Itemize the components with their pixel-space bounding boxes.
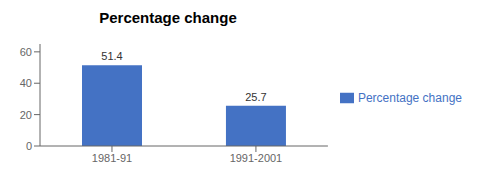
svg-text:0: 0	[26, 140, 32, 152]
svg-text:51.4: 51.4	[101, 50, 122, 62]
html-text:Percentage change: Percentage change	[99, 9, 237, 26]
svg-text:1991-2001: 1991-2001	[230, 152, 283, 164]
html-text:Percentage change: Percentage change	[357, 90, 462, 105]
svg-text:60: 60	[20, 46, 32, 58]
svg-text:40: 40	[20, 77, 32, 89]
svg-text:1981-91: 1981-91	[92, 152, 132, 164]
svg-text:25.7: 25.7	[245, 91, 266, 103]
svg-text:20: 20	[20, 109, 32, 121]
